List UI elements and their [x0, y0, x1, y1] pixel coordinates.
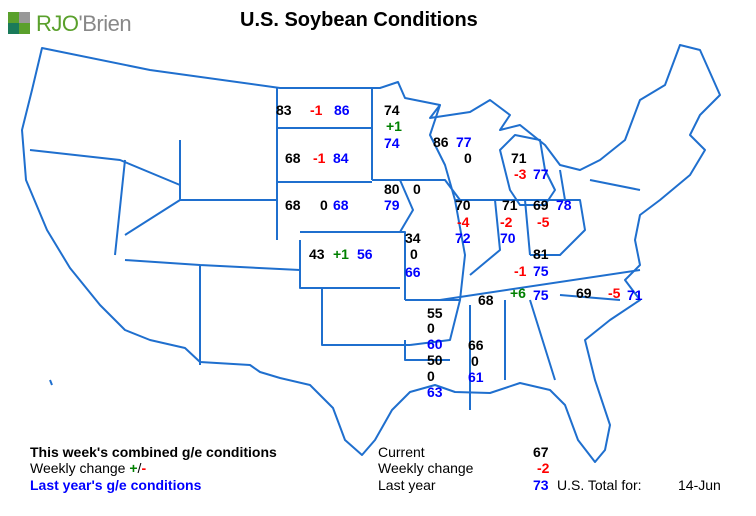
- wi-change: 0: [464, 150, 472, 166]
- ks-current: 43: [309, 246, 325, 262]
- nc-last-year: 71: [627, 287, 643, 303]
- la-last-year: 63: [427, 384, 443, 400]
- ms-current: 66: [468, 337, 484, 353]
- nd-current: 83: [276, 102, 292, 118]
- ky-current: 81: [533, 246, 549, 262]
- ia-current: 80: [384, 181, 400, 197]
- ks-last-year: 56: [357, 246, 373, 262]
- il-last-year: 72: [455, 230, 471, 246]
- total-change-label: Weekly change: [378, 460, 474, 476]
- legend-change-label: Weekly change: [30, 460, 126, 476]
- tn-last-year: 75: [533, 287, 549, 303]
- oh-change: -5: [537, 214, 550, 230]
- ar-last-year: 60: [427, 336, 443, 352]
- legend-current: This week's combined g/e conditions: [30, 444, 277, 460]
- in-change: -2: [500, 214, 513, 230]
- sd-current: 68: [285, 150, 301, 166]
- ne-change: 0: [320, 197, 328, 213]
- ar-current: 55: [427, 305, 443, 321]
- rjobrien-logo: RJO'Brien: [8, 11, 132, 37]
- ky-change: -1: [514, 263, 527, 279]
- wi-last-year: 77: [456, 134, 472, 150]
- us-total-label: U.S. Total for:: [557, 477, 642, 493]
- logo-text: RJO'Brien: [36, 11, 132, 36]
- mn-change: +1: [386, 118, 402, 134]
- sd-last-year: 84: [333, 150, 349, 166]
- michigan-outline: [499, 134, 556, 206]
- il-change: -4: [457, 214, 470, 230]
- la-change: 0: [427, 368, 435, 384]
- total-last-value: 73: [533, 477, 549, 493]
- total-change-value: -2: [537, 460, 550, 476]
- ks-change: +1: [333, 246, 349, 262]
- mi-current: 71: [511, 150, 527, 166]
- legend-minus: -: [141, 460, 147, 476]
- total-current-value: 67: [533, 444, 549, 460]
- logo-mark-icon: [8, 12, 32, 36]
- tn-change: +6: [510, 285, 526, 301]
- mn-last-year: 74: [384, 135, 400, 151]
- oh-last-year: 78: [556, 197, 572, 213]
- ar-change: 0: [427, 320, 435, 336]
- mo-last-year: 66: [405, 264, 421, 280]
- wi-current: 86: [433, 134, 449, 150]
- total-current-label: Current: [378, 444, 425, 460]
- ms-last-year: 61: [468, 369, 484, 385]
- report-date: 14-Jun: [678, 477, 721, 493]
- oh-current: 69: [533, 197, 549, 213]
- legend-last-year: Last year's g/e conditions: [30, 477, 202, 493]
- ms-change: 0: [471, 353, 479, 369]
- ne-last-year: 68: [333, 197, 349, 213]
- legend-plus: +: [129, 460, 138, 476]
- mo-current: 34: [405, 230, 421, 246]
- legend-sep: /: [137, 460, 142, 476]
- mi-last-year: 77: [533, 166, 549, 182]
- ia-change: 0: [413, 181, 421, 197]
- tn-current: 68: [478, 292, 494, 308]
- nc-current: 69: [576, 285, 592, 301]
- mn-current: 74: [384, 102, 400, 118]
- legend-change: Weekly change +/-: [30, 460, 146, 476]
- mi-change: -3: [514, 166, 527, 182]
- sd-change: -1: [313, 150, 326, 166]
- ne-current: 68: [285, 197, 301, 213]
- in-last-year: 70: [500, 230, 516, 246]
- page-title: U.S. Soybean Conditions: [240, 9, 478, 31]
- us-outline: [21, 44, 721, 463]
- il-current: 70: [455, 197, 471, 213]
- nd-last-year: 86: [334, 102, 350, 118]
- in-current: 71: [502, 197, 518, 213]
- total-last-label: Last year: [378, 477, 436, 493]
- nc-change: -5: [608, 285, 621, 301]
- ky-last-year: 75: [533, 263, 549, 279]
- mo-change: 0: [410, 246, 418, 262]
- nd-change: -1: [310, 102, 323, 118]
- ia-last-year: 79: [384, 197, 400, 213]
- state-borders: [29, 88, 641, 410]
- la-current: 50: [427, 352, 443, 368]
